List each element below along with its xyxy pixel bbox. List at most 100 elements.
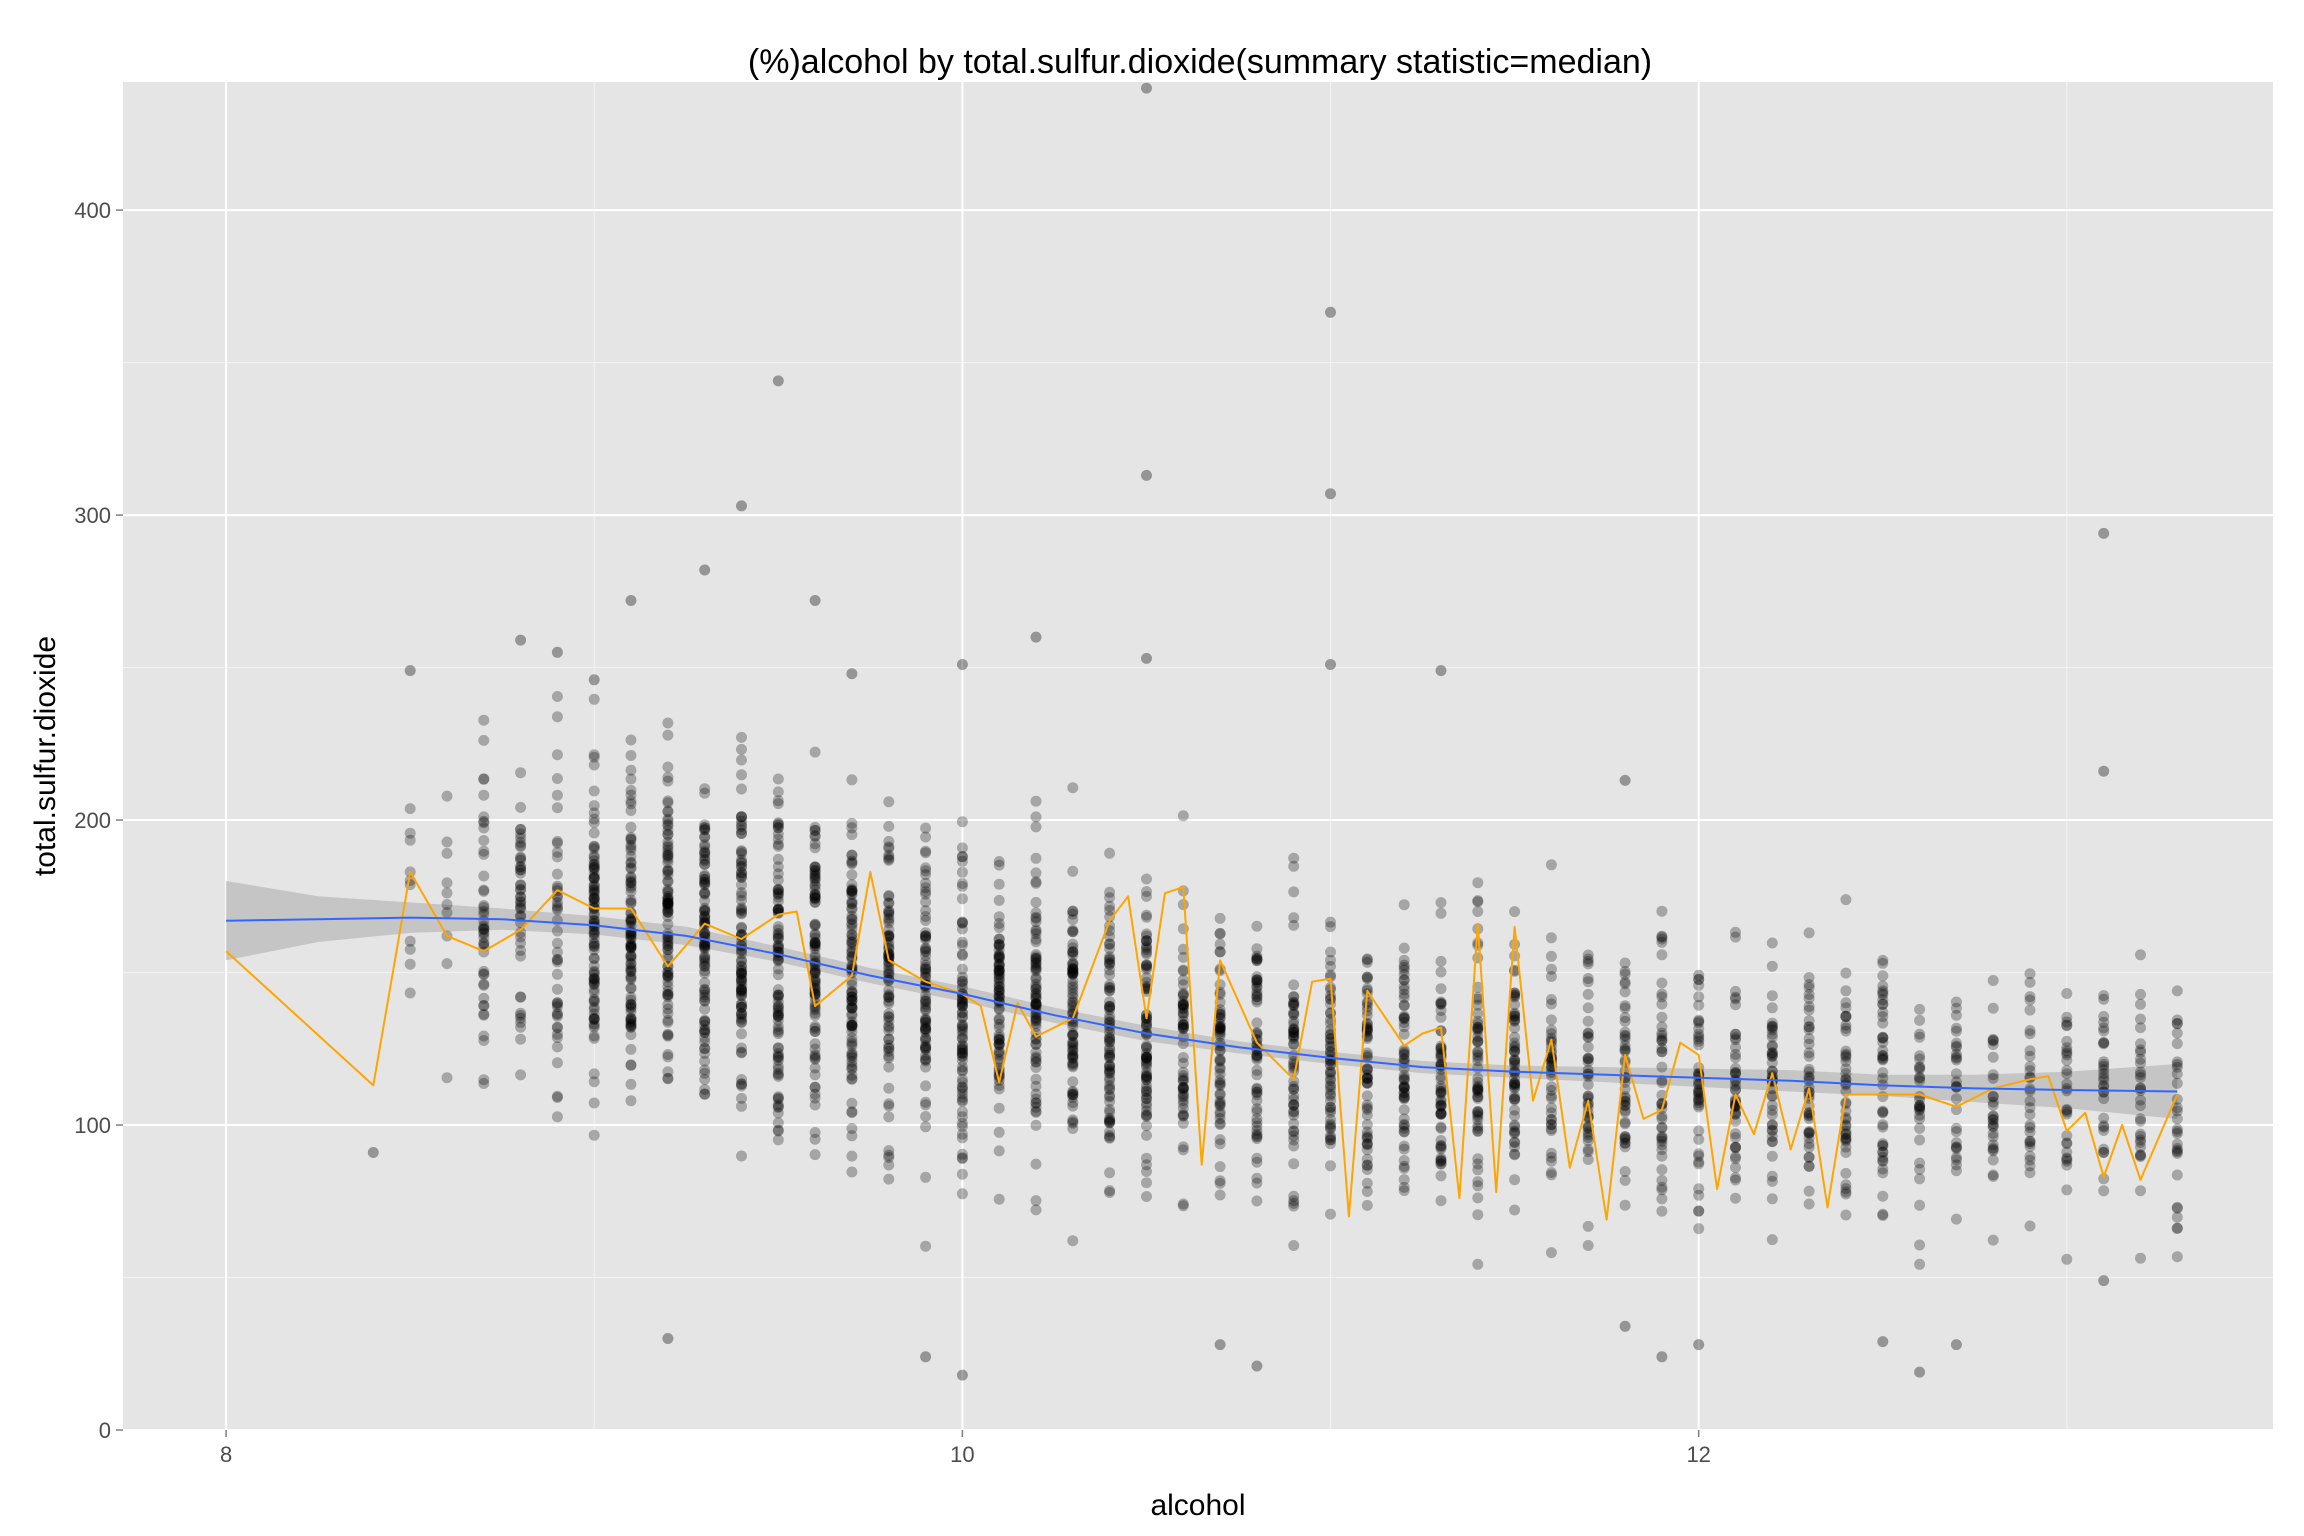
data-point [956, 1025, 968, 1037]
data-point [772, 1024, 784, 1036]
data-point [1030, 852, 1042, 864]
data-point [515, 864, 527, 876]
data-point [772, 840, 784, 852]
data-point [1730, 1052, 1741, 1064]
data-point [883, 924, 895, 936]
data-point [699, 905, 711, 917]
data-point [662, 864, 674, 876]
data-point [993, 911, 1005, 923]
data-point [846, 855, 858, 867]
data-point [1987, 1113, 1999, 1125]
data-point [551, 1008, 563, 1019]
data-point [662, 1029, 674, 1041]
y-tick-label: 200 [74, 808, 111, 833]
data-point [478, 773, 490, 785]
data-point [1288, 1190, 1300, 1202]
data-point [736, 1047, 747, 1059]
minor-gridlines [123, 82, 2273, 1430]
data-point [1987, 1154, 1999, 1166]
data-point [1914, 1003, 1926, 1015]
data-point [551, 914, 563, 926]
data-point [404, 987, 416, 999]
data-point [662, 886, 674, 898]
data-point [736, 856, 747, 868]
data-point [772, 1042, 784, 1054]
data-point [883, 890, 895, 901]
data-point [2061, 1064, 2073, 1076]
data-point [478, 937, 490, 949]
data-point [1582, 1032, 1594, 1043]
data-point [699, 847, 711, 859]
data-point [920, 1023, 932, 1035]
data-point [662, 865, 674, 877]
data-point [956, 893, 968, 905]
data-point [993, 969, 1005, 980]
data-point [809, 892, 821, 904]
data-point [809, 932, 821, 944]
data-point [2061, 1159, 2073, 1171]
x-axis-label: alcohol [1150, 1489, 1245, 1522]
data-point [662, 894, 674, 906]
data-point [772, 969, 784, 981]
data-point [956, 1076, 968, 1088]
data-point [883, 984, 895, 996]
data-point [625, 1018, 637, 1030]
data-point [2098, 1112, 2110, 1124]
data-point [809, 892, 821, 904]
data-point [772, 1003, 784, 1014]
data-point [809, 1092, 821, 1104]
data-point [1251, 1156, 1263, 1168]
data-point [551, 773, 563, 784]
data-point [441, 887, 453, 899]
data-point [1288, 1090, 1300, 1102]
data-point [1509, 1126, 1521, 1138]
data-point [1766, 937, 1778, 949]
data-point [993, 958, 1005, 970]
data-point [515, 991, 527, 1003]
data-point [515, 824, 527, 835]
data-point [956, 976, 968, 988]
data-point [809, 821, 821, 833]
data-point [809, 831, 821, 843]
data-point [1987, 1035, 1999, 1047]
data-point [588, 882, 600, 894]
data-point [736, 1007, 747, 1019]
data-point [846, 1052, 858, 1064]
data-point [1950, 1165, 1962, 1177]
data-point [478, 789, 490, 801]
data-point [772, 1028, 784, 1040]
data-point [846, 1069, 858, 1081]
data-point [956, 851, 968, 862]
data-point [625, 831, 637, 843]
data-point [1067, 1117, 1079, 1129]
data-point [993, 1034, 1005, 1046]
data-point [772, 1093, 784, 1105]
data-point [2024, 1220, 2036, 1232]
data-point [2024, 1050, 2036, 1062]
data-point [1472, 1192, 1484, 1204]
data-point [699, 989, 711, 1001]
data-point [1398, 1155, 1410, 1166]
data-point [883, 1052, 895, 1064]
data-point [772, 1026, 784, 1038]
data-point [1693, 1148, 1705, 1160]
data-point [1398, 1113, 1410, 1125]
data-point [588, 843, 600, 855]
data-point [1840, 894, 1852, 906]
data-point [662, 857, 674, 869]
data-point [993, 975, 1005, 987]
data-point [920, 1054, 932, 1066]
data-point [1766, 1175, 1778, 1187]
data-point [809, 1010, 821, 1021]
data-point [1030, 963, 1042, 975]
data-point [1914, 1173, 1926, 1185]
data-point [920, 966, 932, 978]
data-point [956, 1084, 968, 1096]
data-point [1877, 1107, 1889, 1119]
data-point [846, 999, 858, 1011]
data-point [809, 1007, 821, 1019]
data-point [625, 963, 637, 975]
data-point [662, 966, 674, 978]
data-point [1582, 976, 1594, 988]
outlier-point [404, 665, 416, 677]
